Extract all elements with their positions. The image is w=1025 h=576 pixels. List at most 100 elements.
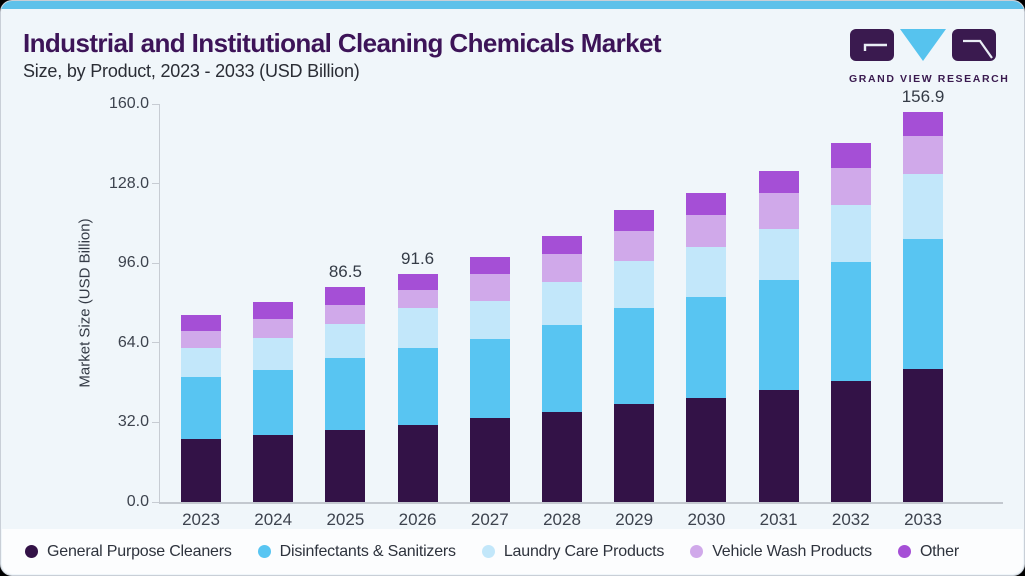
legend-label: General Purpose Cleaners — [47, 542, 232, 560]
y-tick-label: 160.0 — [108, 95, 149, 112]
bar-segment — [325, 304, 366, 324]
bar-segment — [830, 167, 871, 205]
legend-item: Vehicle Wash Products — [690, 543, 872, 561]
y-tick-mark — [152, 342, 159, 344]
page-subtitle: Size, by Product, 2023 - 2033 (USD Billi… — [23, 61, 360, 81]
x-axis-line — [159, 502, 1003, 504]
legend: General Purpose Cleaners Disinfectants & … — [2, 529, 1023, 574]
y-tick-mark — [152, 421, 159, 423]
bar-segment — [397, 290, 438, 309]
legend-swatch-icon — [897, 545, 911, 558]
bar-segment — [903, 239, 943, 369]
y-tick-label: 0.0 — [126, 493, 149, 510]
legend-label: Disinfectants & Sanitizers — [279, 542, 456, 560]
bar-segment — [903, 135, 943, 175]
bar-segment — [181, 347, 221, 378]
x-tick-label: 2024 — [254, 510, 293, 529]
bar-segment — [325, 358, 366, 430]
x-tick-label: 2026 — [398, 510, 437, 529]
x-tick-label: 2025 — [326, 510, 365, 529]
legend-item: Disinfectants & Sanitizers — [257, 542, 456, 561]
y-axis-title: Market Size (USD Billion) — [76, 218, 94, 388]
bar-segment — [325, 286, 366, 305]
y-axis-line — [159, 104, 160, 502]
bar-segment — [253, 370, 294, 435]
gvr-logo-icon — [850, 29, 996, 61]
x-tick-label: 2032 — [831, 510, 870, 529]
x-tick-label: 2033 — [904, 510, 942, 529]
legend-label: Other — [919, 542, 959, 560]
bar-segment — [903, 174, 943, 240]
y-tick-label: 64.0 — [117, 333, 149, 351]
bar-segment — [758, 228, 799, 281]
x-tick-label: 2029 — [615, 510, 654, 529]
x-tick-label: 2030 — [687, 510, 726, 529]
y-tick-label: 128.0 — [108, 174, 149, 192]
bar-segment — [758, 390, 799, 502]
bar-value-label: 86.5 — [328, 261, 362, 281]
bar-segment — [542, 236, 582, 255]
bar-segment — [253, 319, 294, 339]
bar-segment — [469, 257, 510, 274]
bar-segment — [686, 247, 727, 297]
bar-segment — [397, 274, 438, 291]
bar-segment — [686, 193, 727, 215]
legend-item: Other — [897, 542, 959, 561]
bar-segment — [758, 192, 799, 229]
bar-segment — [758, 170, 799, 193]
bar-segment — [614, 307, 655, 404]
bar-segment — [614, 210, 655, 232]
bar-segment — [181, 438, 221, 502]
x-tick-label: 2031 — [759, 510, 798, 529]
bar-segment — [325, 323, 366, 359]
bar-segment — [614, 261, 655, 308]
x-tick-label: 2028 — [543, 510, 581, 529]
bar-segment — [469, 339, 510, 419]
legend-swatch-icon — [481, 545, 495, 558]
y-tick-mark — [152, 183, 159, 185]
bar-segment — [830, 261, 871, 381]
top-accent-bar — [1, 1, 1024, 9]
legend-item: General Purpose Cleaners — [25, 543, 232, 561]
bar-segment — [686, 214, 727, 248]
logo-wordmark: GRAND VIEW RESEARCH — [849, 73, 1010, 85]
bar-segment — [614, 231, 655, 262]
grand-view-research-logo: GRAND VIEW RESEARCH — [849, 29, 1010, 85]
y-tick-mark — [152, 501, 159, 503]
bar-segment — [253, 434, 294, 502]
bar-segment — [614, 403, 655, 502]
y-tick-mark — [152, 103, 159, 105]
x-tick-label: 2027 — [470, 510, 509, 529]
x-tick-label: 2023 — [182, 510, 220, 529]
bar-segment — [397, 425, 438, 502]
bar-segment — [830, 204, 871, 262]
bar-segment — [542, 282, 582, 326]
y-tick-label: 32.0 — [117, 413, 149, 431]
legend-swatch-icon — [25, 545, 38, 558]
bar-segment — [469, 300, 510, 340]
bar-segment — [542, 325, 582, 412]
bar-segment — [397, 347, 438, 426]
bar-segment — [686, 296, 727, 398]
bar-segment — [758, 280, 799, 391]
bar-value-label: 91.6 — [401, 249, 435, 269]
legend-label: Vehicle Wash Products — [712, 542, 872, 560]
bar-segment — [830, 143, 871, 168]
legend-item: Laundry Care Products — [481, 543, 664, 561]
bar-value-label: 156.9 — [901, 86, 945, 106]
bar-segment — [686, 397, 727, 502]
bar-segment — [830, 380, 871, 502]
bar-segment — [253, 302, 294, 320]
bar-segment — [325, 429, 366, 502]
legend-swatch-icon — [690, 545, 704, 558]
bar-segment — [181, 377, 221, 439]
bar-segment — [469, 418, 510, 502]
bar-segment — [542, 254, 582, 283]
bar-segment — [542, 411, 582, 502]
bar-segment — [469, 273, 510, 301]
bar-segment — [253, 338, 294, 371]
y-tick-mark — [152, 262, 159, 264]
legend-swatch-icon — [257, 545, 271, 558]
bar-segment — [181, 331, 221, 348]
